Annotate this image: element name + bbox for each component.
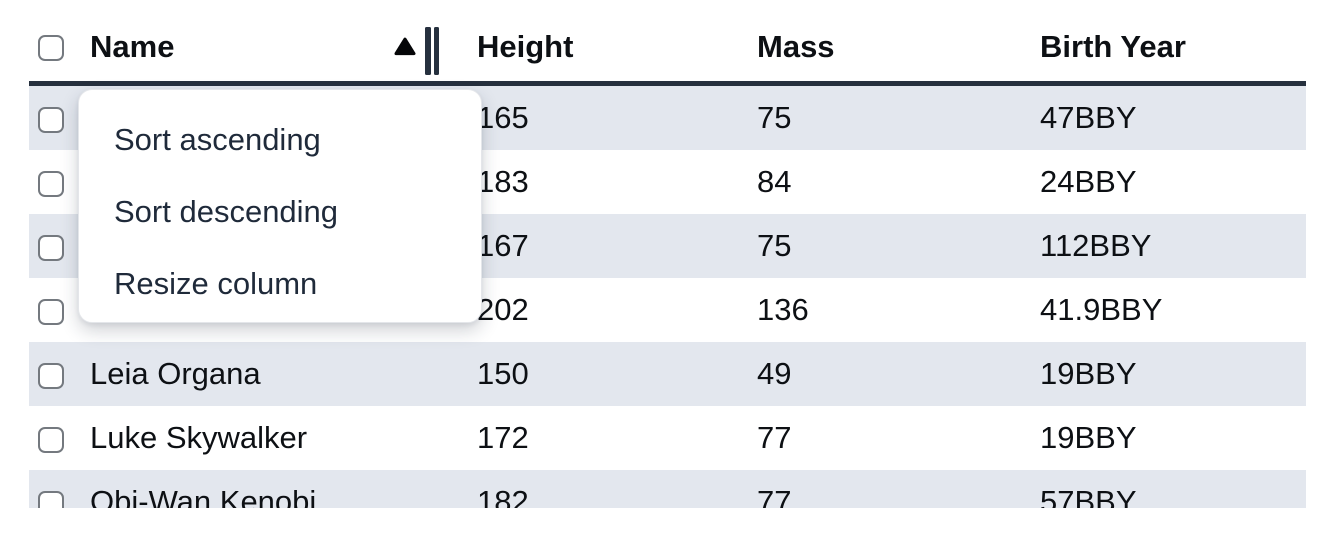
column-context-menu: Sort ascending Sort descending Resize co…: [78, 89, 482, 323]
data-table: Name Height Mass Birth Year: [29, 0, 1306, 508]
cell-birth-year: 57BBY: [1040, 484, 1137, 508]
cell-height: 183: [477, 164, 529, 199]
cell-birth-year: 112BBY: [1040, 228, 1152, 263]
cell-mass: 84: [757, 164, 792, 199]
cell-name: Luke Skywalker: [90, 420, 308, 455]
cell-height: 165: [477, 100, 529, 135]
cell-name: Obi-Wan Kenobi: [90, 484, 317, 508]
cell-birth-year: 19BBY: [1040, 420, 1137, 455]
column-header-name[interactable]: Name: [79, 29, 432, 65]
cell-height: 182: [477, 484, 529, 508]
column-header-height-label: Height: [477, 28, 574, 64]
row-checkbox[interactable]: [38, 106, 64, 133]
column-header-mass-label: Mass: [757, 28, 835, 64]
row-checkbox[interactable]: [38, 426, 64, 453]
cell-birth-year: 19BBY: [1040, 356, 1137, 391]
column-header-height[interactable]: Height: [432, 29, 712, 65]
sort-ascending-indicator-icon: [394, 36, 416, 56]
table-viewport: Name Height Mass Birth Year: [29, 0, 1306, 508]
cell-height: 150: [477, 356, 529, 391]
column-resize-handle[interactable]: [425, 27, 439, 75]
column-header-birth-year-label: Birth Year: [1040, 28, 1186, 64]
cell-mass: 77: [757, 484, 792, 508]
header-select-cell: [29, 29, 79, 65]
row-checkbox[interactable]: [38, 490, 64, 508]
select-all-checkbox[interactable]: [38, 35, 64, 62]
table-row: Luke Skywalker 172 77 19BBY: [29, 406, 1306, 470]
cell-birth-year: 41.9BBY: [1040, 292, 1163, 327]
row-checkbox[interactable]: [38, 362, 64, 389]
row-checkbox[interactable]: [38, 298, 64, 325]
cell-mass: 75: [757, 228, 792, 263]
cell-name: Leia Organa: [90, 356, 261, 391]
row-checkbox[interactable]: [38, 170, 64, 197]
cell-mass: 75: [757, 100, 792, 135]
cell-birth-year: 47BBY: [1040, 100, 1137, 135]
cell-mass: 136: [757, 292, 809, 327]
cell-mass: 49: [757, 356, 792, 391]
cell-mass: 77: [757, 420, 792, 455]
menu-item-resize-column[interactable]: Resize column: [114, 266, 318, 301]
cell-height: 172: [477, 420, 529, 455]
table-header-row: Name Height Mass Birth Year: [29, 0, 1306, 86]
column-header-birth-year[interactable]: Birth Year: [992, 29, 1306, 65]
menu-item-sort-descending[interactable]: Sort descending: [114, 194, 339, 229]
column-header-name-label: Name: [90, 28, 175, 64]
column-header-mass[interactable]: Mass: [712, 29, 992, 65]
table-row: Leia Organa 150 49 19BBY: [29, 342, 1306, 406]
row-checkbox[interactable]: [38, 234, 64, 261]
table-row: Obi-Wan Kenobi 182 77 57BBY: [29, 470, 1306, 508]
cell-birth-year: 24BBY: [1040, 164, 1137, 199]
cell-height: 202: [477, 292, 529, 327]
menu-item-sort-ascending[interactable]: Sort ascending: [114, 122, 321, 157]
cell-height: 167: [477, 228, 529, 263]
